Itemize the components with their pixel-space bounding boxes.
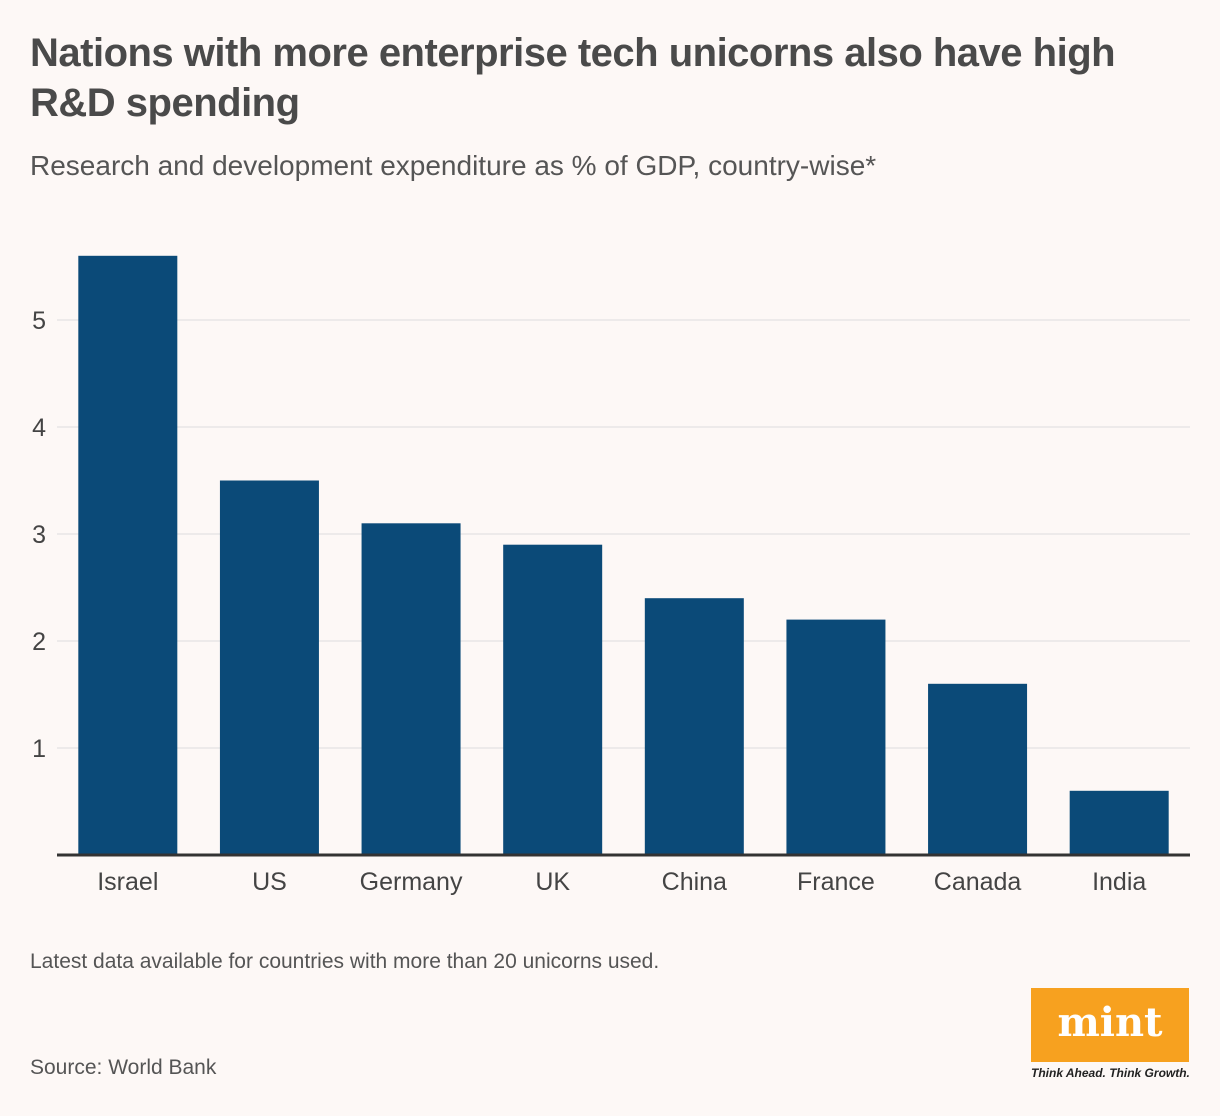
- x-tick-label: UK: [535, 868, 570, 896]
- mint-logo: mint: [1031, 988, 1189, 1062]
- logo-tagline: Think Ahead. Think Growth.: [1031, 1066, 1190, 1080]
- bar-canada: [928, 683, 1028, 855]
- chart-title: Nations with more enterprise tech unicor…: [30, 31, 1116, 125]
- x-tick-label: China: [662, 868, 727, 896]
- x-tick-label: India: [1092, 868, 1146, 896]
- y-tick-label: 1: [32, 735, 46, 763]
- bar-us: [219, 480, 319, 855]
- bar-uk: [503, 544, 603, 855]
- y-tick-label: 3: [32, 521, 46, 549]
- x-tick-label: France: [797, 868, 875, 896]
- source-note: Source: World Bank: [30, 1056, 217, 1079]
- x-tick-label: Canada: [934, 868, 1022, 896]
- y-tick-label: 4: [32, 414, 46, 442]
- bar-israel: [78, 255, 178, 856]
- y-tick-label: 5: [32, 307, 46, 335]
- chart-subtitle: Research and development expenditure as …: [30, 150, 877, 181]
- x-tick-label: US: [252, 868, 287, 896]
- x-tick-label: Germany: [360, 868, 463, 896]
- bar-china: [644, 598, 744, 855]
- y-tick-label: 2: [32, 628, 46, 656]
- bar-germany: [361, 523, 461, 855]
- footnote: Latest data available for countries with…: [30, 950, 660, 973]
- bar-india: [1069, 790, 1169, 855]
- bar-france: [786, 619, 886, 855]
- x-tick-label: Israel: [97, 868, 158, 896]
- bar-chart: 1 2 3 4 5 Israel US Germany UK China France Canada I…: [32, 255, 1190, 896]
